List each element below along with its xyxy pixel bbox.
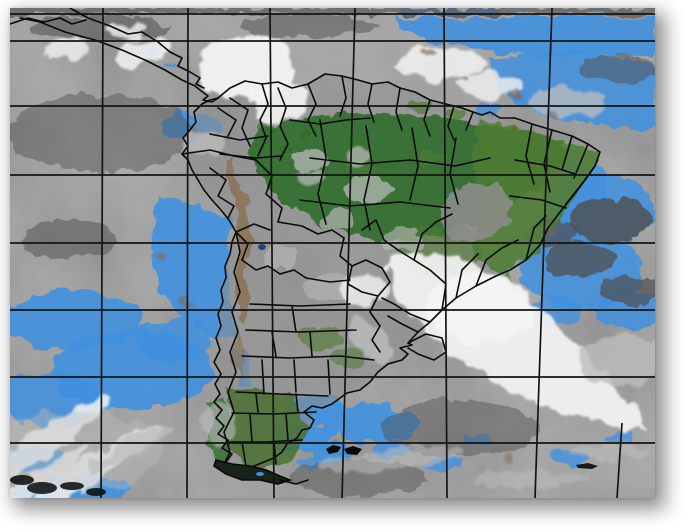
graticule-line bbox=[443, 8, 448, 498]
lake-titicaca bbox=[258, 244, 266, 250]
image-description: Satellite weather composite image of Sou… bbox=[10, 498, 11, 499]
south-america-coastline bbox=[181, 73, 601, 471]
andes-mountains bbox=[224, 158, 252, 323]
graticule-line bbox=[534, 8, 553, 498]
graticule-line bbox=[616, 422, 623, 498]
falkland-islands bbox=[344, 446, 362, 455]
island-layer bbox=[10, 445, 598, 496]
tierra-del-fuego bbox=[213, 459, 293, 485]
falkland-islands bbox=[326, 445, 341, 454]
south-georgia-dash bbox=[576, 463, 598, 469]
graticule-line bbox=[100, 8, 104, 498]
graticule-line bbox=[341, 8, 356, 498]
graticule-line bbox=[269, 8, 275, 498]
graticule-layer bbox=[10, 8, 655, 498]
northeast-brazil-green bbox=[472, 118, 600, 273]
graticule-line bbox=[186, 8, 189, 498]
cold-cloud-black-patches bbox=[10, 475, 106, 496]
satellite-map bbox=[10, 8, 655, 498]
satellite-image-frame: Satellite weather composite image of Sou… bbox=[10, 8, 655, 498]
patagonia bbox=[225, 388, 310, 468]
white-cloud-layer bbox=[10, 25, 655, 498]
